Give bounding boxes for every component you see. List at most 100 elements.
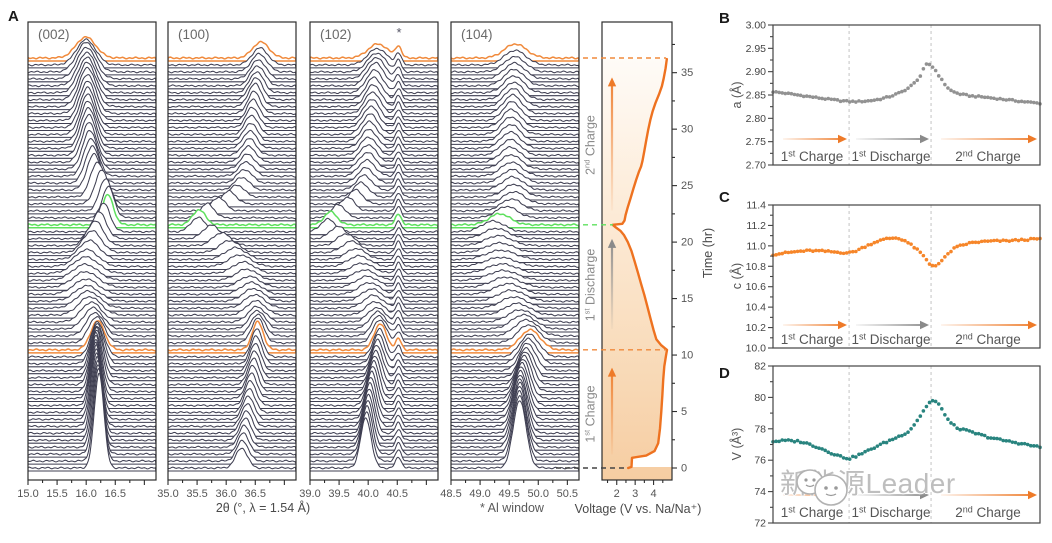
data-point <box>1022 441 1027 446</box>
y-tick-label: 78 <box>754 423 766 435</box>
data-point <box>857 99 861 103</box>
data-point <box>841 456 846 460</box>
highlighted-trace <box>168 40 296 62</box>
al-window-asterisk: * <box>396 25 402 40</box>
data-point <box>973 240 978 245</box>
data-point <box>847 100 852 104</box>
data-point <box>832 97 837 102</box>
data-point <box>808 442 812 446</box>
x-tick-label: 39.5 <box>328 488 349 500</box>
waterfall-panel-(102) <box>310 42 438 472</box>
data-point <box>998 96 1002 101</box>
data-point <box>906 430 910 435</box>
data-point <box>1007 439 1012 443</box>
xrd-trace <box>310 400 438 451</box>
data-point <box>863 99 867 104</box>
phase-label: 1st Charge <box>781 505 844 521</box>
data-point <box>786 438 791 442</box>
phase-label: 1st Charge <box>781 332 844 348</box>
data-point <box>1028 100 1033 104</box>
data-point <box>789 250 794 254</box>
xrd-trace <box>451 205 579 222</box>
xrd-trace <box>168 281 296 298</box>
phase-arrowhead <box>607 238 617 248</box>
data-point <box>841 99 846 103</box>
data-point <box>875 97 880 102</box>
data-point <box>869 447 874 451</box>
data-point <box>835 98 840 102</box>
x-tick-label: 50.5 <box>557 488 578 500</box>
data-point <box>863 245 867 250</box>
voltage-axis-label: Voltage (V vs. Na/Na⁺) <box>574 502 702 516</box>
data-point <box>912 423 916 427</box>
xrd-trace <box>168 169 296 187</box>
data-point <box>930 65 935 69</box>
data-point <box>801 249 806 254</box>
xrd-trace <box>310 166 438 187</box>
data-point <box>777 90 781 95</box>
data-point <box>1013 237 1018 242</box>
phase-arrowhead <box>920 320 929 330</box>
data-point <box>964 428 969 432</box>
data-point <box>814 95 818 99</box>
data-point <box>998 437 1002 441</box>
data-point <box>921 66 926 71</box>
data-point <box>939 407 944 411</box>
data-point <box>844 456 849 461</box>
data-point <box>823 448 827 453</box>
voltage-tick-label: 4 <box>651 488 657 500</box>
data-point <box>912 81 916 85</box>
xrd-trace <box>310 254 438 271</box>
data-point <box>804 441 809 445</box>
al-window-note: * Al window <box>480 501 544 515</box>
data-point <box>1007 239 1012 243</box>
data-point <box>1013 99 1018 103</box>
voltage-area-fill <box>602 59 667 480</box>
highlighted-trace <box>451 328 579 354</box>
data-point <box>847 250 852 254</box>
data-point <box>1035 444 1039 448</box>
data-point <box>982 433 987 438</box>
data-point <box>964 242 969 247</box>
time-tick-label: 10 <box>681 350 693 362</box>
data-point <box>958 92 963 97</box>
data-point <box>943 82 947 87</box>
y-tick-label: 80 <box>754 392 766 404</box>
data-point <box>872 240 877 245</box>
panel-frame <box>772 24 1041 166</box>
xrd-trace <box>168 65 296 90</box>
xrd-trace <box>28 178 156 215</box>
data-point <box>786 250 791 255</box>
data-point <box>893 92 898 96</box>
voltage-phase-label: 2nd Charge <box>582 115 598 175</box>
x-tick-label: 49.0 <box>469 488 490 500</box>
data-point <box>774 89 778 94</box>
data-point <box>918 414 923 418</box>
data-point <box>869 98 874 103</box>
x-tick-label: 35.0 <box>157 488 178 500</box>
voltage-curve <box>611 57 669 470</box>
data-point <box>881 237 886 242</box>
data-point <box>897 236 901 241</box>
data-point <box>817 446 821 451</box>
xrd-trace <box>451 241 579 257</box>
data-point <box>854 455 858 459</box>
panel-frame <box>309 21 439 481</box>
xrd-trace <box>168 395 296 423</box>
xrd-trace <box>168 114 296 138</box>
data-point <box>909 426 913 431</box>
panel-d-letter: D <box>719 365 730 382</box>
data-point <box>967 94 972 99</box>
phase-arrowhead <box>1028 134 1037 144</box>
data-point <box>854 249 858 254</box>
data-point <box>900 238 904 242</box>
data-point <box>801 94 806 99</box>
data-point <box>890 236 895 241</box>
data-point <box>820 96 824 101</box>
xrd-trace <box>451 262 579 277</box>
data-point <box>1035 237 1039 241</box>
data-point <box>986 95 990 100</box>
xrd-trace <box>168 82 296 111</box>
data-point <box>903 238 907 243</box>
xrd-trace <box>168 246 296 264</box>
